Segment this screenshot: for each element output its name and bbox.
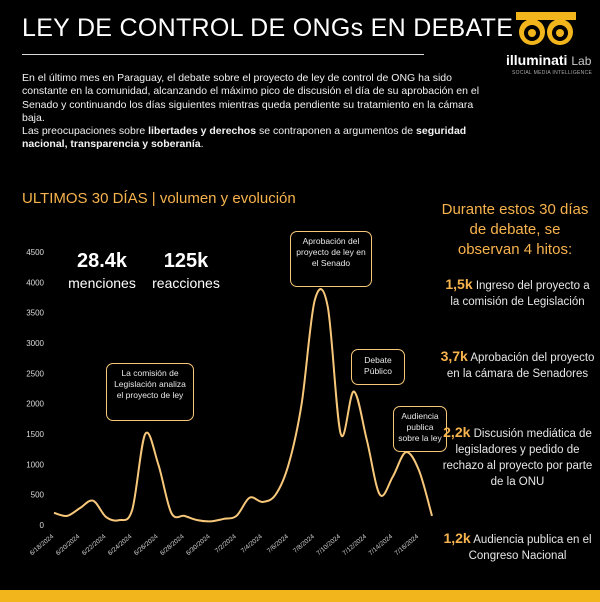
x-tick-label: 7/2/2024 xyxy=(214,533,238,555)
kpi-mentions: 28.4k menciones xyxy=(62,250,142,291)
callout-audiencia: Audiencia publica sobre la ley xyxy=(393,406,447,452)
x-tick-label: 6/22/2024 xyxy=(81,533,108,557)
kpi-reactions-value: 125k xyxy=(163,250,209,272)
y-tick-label: 4000 xyxy=(26,278,44,287)
x-tick-label: 6/30/2024 xyxy=(185,533,212,557)
logo-tagline: SOCIAL MEDIA INTELLIGENCE xyxy=(512,70,593,76)
kpi-mentions-value: 28.4k xyxy=(76,250,128,272)
callout-senado: Aprobación del proyecto de ley en el Sen… xyxy=(290,231,372,287)
section-title: ULTIMOS 30 DÍAS | volumen y evolución xyxy=(22,190,296,207)
milestone-2: 3,7k Aprobación del proyecto en la cámar… xyxy=(440,348,595,380)
logo-name: illuminati Lab xyxy=(506,52,592,68)
y-tick-label: 0 xyxy=(40,521,45,530)
x-tick-label: 6/18/2024 xyxy=(29,533,56,557)
volume-line-chart: 0 500 1000 1500 2000 2500 3000 3500 4000 4500 6/18… xyxy=(26,248,433,557)
callout-comision: La comisión de Legislación analiza el pr… xyxy=(106,363,194,421)
intro-text: En el último mes en Paraguay, el debate … xyxy=(22,72,492,152)
x-tick-label: 6/20/2024 xyxy=(55,533,82,557)
x-tick-label: 7/8/2024 xyxy=(292,533,316,555)
y-tick-label: 3000 xyxy=(26,339,44,348)
bottom-accent-bar xyxy=(0,590,600,602)
milestone-3: 2,2k Discusión mediática de legisladores… xyxy=(442,424,593,488)
logo: illuminati Lab SOCIAL MEDIA INTELLIGENCE xyxy=(500,12,593,82)
x-tick-label: 7/10/2024 xyxy=(315,533,342,557)
y-tick-label: 2500 xyxy=(26,369,44,378)
page-title: LEY DE CONTROL DE ONGs EN DEBATE xyxy=(22,14,514,42)
milestones-title: Durante estos 30 días de debate, se obse… xyxy=(441,201,589,258)
x-tick-label: 7/16/2024 xyxy=(394,533,421,557)
kpi-reactions: 125k reacciones xyxy=(146,250,226,291)
kpi-mentions-label: menciones xyxy=(68,275,136,291)
kpi-reactions-label: reacciones xyxy=(152,275,220,291)
y-tick-label: 2000 xyxy=(26,400,44,409)
y-tick-label: 1500 xyxy=(26,430,44,439)
owl-eyes-icon xyxy=(516,12,576,45)
x-tick-label: 6/24/2024 xyxy=(107,533,134,557)
x-tick-label: 7/14/2024 xyxy=(368,533,395,557)
x-tick-label: 7/12/2024 xyxy=(341,533,368,557)
x-tick-label: 6/28/2024 xyxy=(159,533,186,557)
intro-paragraph-1: En el último mes en Paraguay, el debate … xyxy=(22,72,480,124)
y-tick-label: 500 xyxy=(31,491,45,500)
y-tick-label: 1000 xyxy=(26,460,44,469)
x-tick-label: 7/4/2024 xyxy=(240,533,264,555)
callout-debate: Debate Público xyxy=(351,349,405,385)
y-tick-label: 3500 xyxy=(26,309,44,318)
x-tick-label: 7/6/2024 xyxy=(266,533,290,555)
milestone-1: 1,5k Ingreso del proyecto a la comisión … xyxy=(445,276,590,308)
volume-series-line xyxy=(53,288,433,523)
title-divider xyxy=(22,54,424,55)
intro-paragraph-2: Las preocupaciones sobre libertades y de… xyxy=(22,125,467,151)
x-tick-label: 6/26/2024 xyxy=(133,533,160,557)
y-tick-label: 4500 xyxy=(26,248,44,257)
milestone-4: 1,2k Audiencia publica en el Congreso Na… xyxy=(443,530,592,562)
